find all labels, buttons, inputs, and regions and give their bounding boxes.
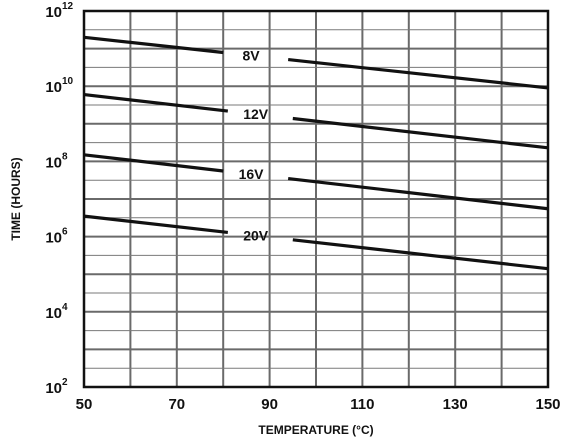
x-tick-label: 130: [443, 396, 468, 413]
plot-frame: [82, 9, 550, 389]
x-tick-label: 110: [350, 396, 374, 413]
y-axis-title: TIME (HOURS): [9, 157, 23, 240]
series-line-20v-seg-1: [292, 238, 549, 271]
x-tick-label: 150: [535, 396, 560, 413]
x-axis-ticks: 50 70 90 110 130 150: [76, 396, 561, 413]
series-line-16v-seg-1: [287, 176, 549, 211]
series-line-12v-seg-1: [292, 116, 549, 150]
x-tick-label: 70: [168, 396, 185, 413]
y-tick-exponent: 2: [62, 377, 68, 388]
series-curves: [83, 35, 549, 271]
y-tick-label: 10: [45, 305, 62, 322]
y-tick-label: 10: [45, 154, 62, 171]
grid: [84, 11, 548, 387]
series-label-12v: 12V: [243, 106, 269, 122]
series-label-8v: 8V: [242, 48, 260, 64]
y-tick-label: 10: [45, 230, 62, 247]
series-line-16v-seg-0: [83, 153, 224, 173]
series-label-20v: 20V: [243, 228, 269, 244]
y-tick-exponent: 8: [62, 151, 68, 162]
series-line-8v-seg-0: [83, 35, 224, 55]
y-tick-label: 10: [45, 380, 62, 397]
series-line-12v-seg-0: [83, 92, 229, 113]
y-tick-label: 10: [45, 4, 62, 21]
y-tick-exponent: 10: [62, 76, 74, 87]
x-tick-label: 90: [261, 396, 278, 413]
series-label-16v: 16V: [239, 166, 265, 182]
y-tick-exponent: 6: [62, 227, 68, 238]
y-tick-label: 10: [45, 79, 62, 96]
x-tick-label: 50: [76, 396, 93, 413]
series-line-20v-seg-0: [83, 214, 229, 235]
series-labels: 8V 12V 16V 20V: [239, 48, 269, 244]
series-line-8v-seg-1: [287, 57, 549, 90]
x-axis-title: TEMPERATURE (°C): [258, 423, 373, 437]
y-tick-exponent: 4: [62, 302, 68, 313]
y-tick-exponent: 12: [62, 1, 74, 12]
